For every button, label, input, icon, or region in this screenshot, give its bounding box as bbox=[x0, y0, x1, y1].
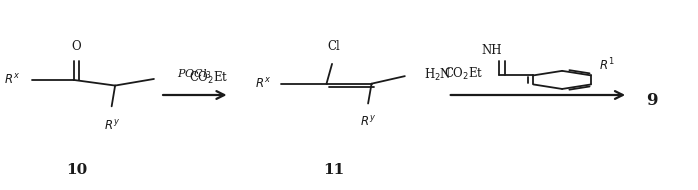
Text: H$_2$N: H$_2$N bbox=[424, 67, 452, 83]
Text: Cl: Cl bbox=[327, 40, 340, 53]
Text: $R^1$: $R^1$ bbox=[600, 57, 615, 74]
Text: $R^x$: $R^x$ bbox=[4, 73, 20, 87]
Text: $R^x$: $R^x$ bbox=[255, 77, 271, 91]
Text: 11: 11 bbox=[322, 163, 344, 177]
Text: 10: 10 bbox=[66, 163, 88, 177]
Text: NH: NH bbox=[482, 44, 502, 56]
Text: POCl$_3$: POCl$_3$ bbox=[177, 67, 212, 81]
Text: $R^y$: $R^y$ bbox=[360, 115, 376, 129]
Text: 9: 9 bbox=[646, 92, 658, 109]
Text: $R^y$: $R^y$ bbox=[104, 119, 119, 133]
Text: CO$_2$Et: CO$_2$Et bbox=[445, 66, 484, 82]
Text: CO$_2$Et: CO$_2$Et bbox=[188, 70, 228, 86]
Text: O: O bbox=[71, 40, 81, 53]
